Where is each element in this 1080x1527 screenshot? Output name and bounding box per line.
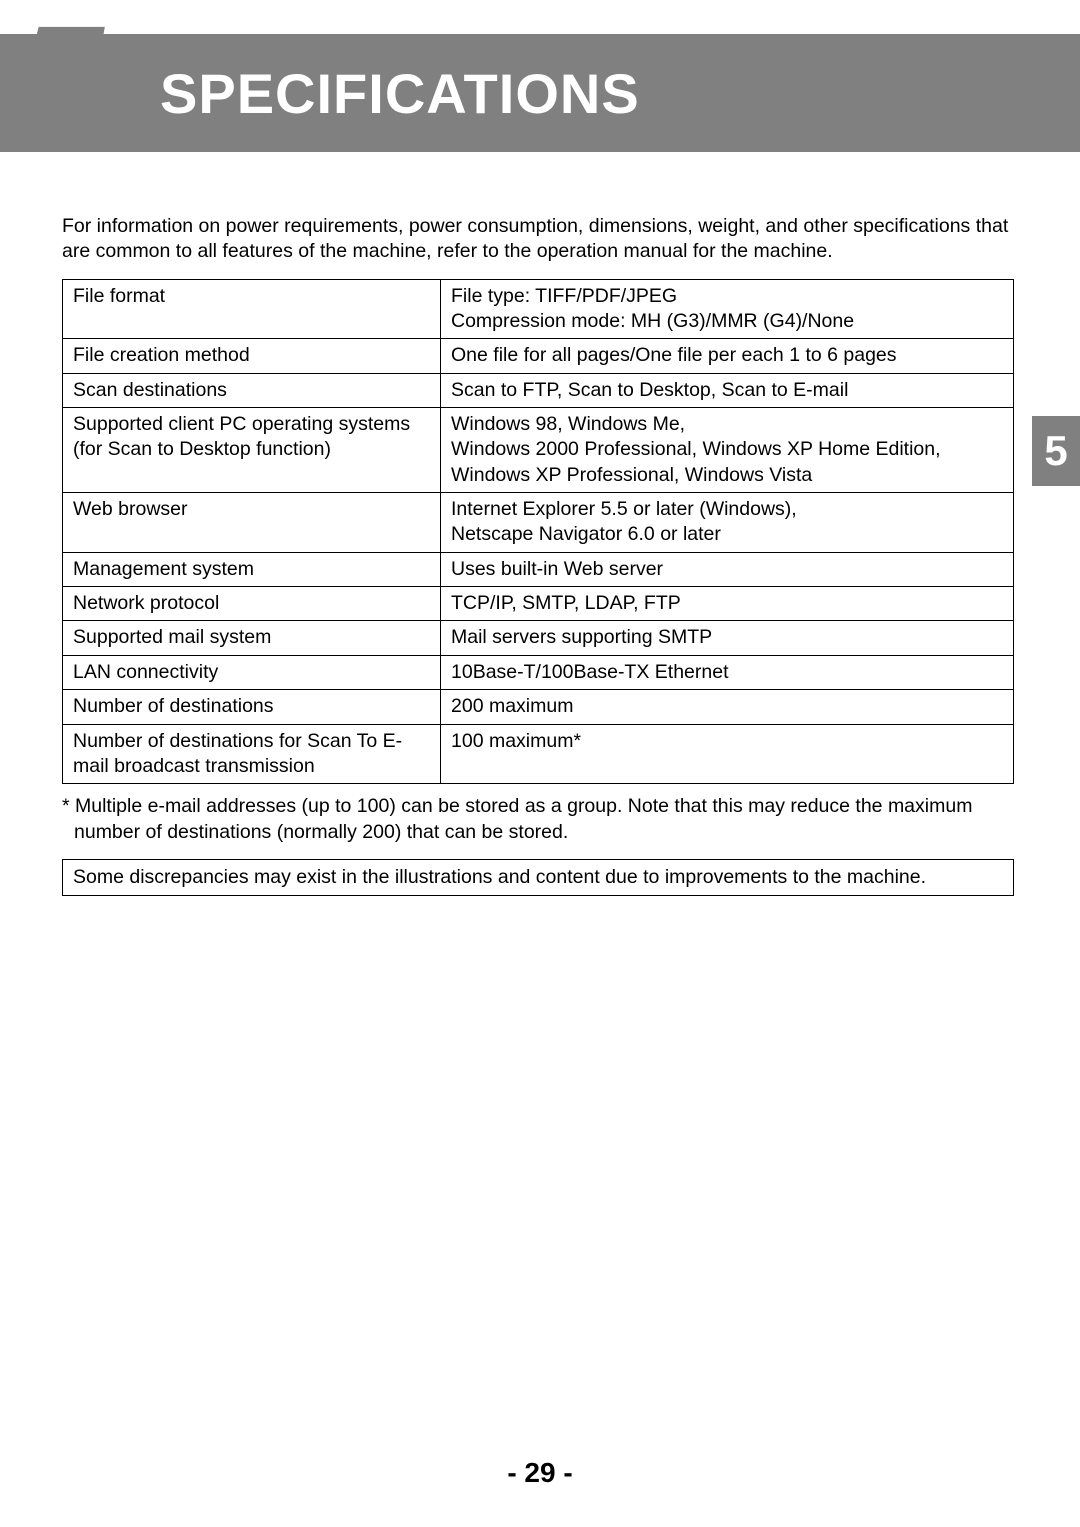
spec-label: Network protocol — [63, 587, 441, 621]
spec-label: Management system — [63, 552, 441, 586]
specifications-table: File formatFile type: TIFF/PDF/JPEG Comp… — [62, 279, 1014, 785]
spec-value: File type: TIFF/PDF/JPEG Compression mod… — [441, 279, 1014, 339]
spec-value: Internet Explorer 5.5 or later (Windows)… — [441, 493, 1014, 553]
spec-value: TCP/IP, SMTP, LDAP, FTP — [441, 587, 1014, 621]
table-row: Management systemUses built-in Web serve… — [63, 552, 1014, 586]
table-row: LAN connectivity10Base-T/100Base-TX Ethe… — [63, 655, 1014, 689]
table-row: File creation methodOne file for all pag… — [63, 339, 1014, 373]
note-box: Some discrepancies may exist in the illu… — [62, 859, 1014, 896]
table-body: File formatFile type: TIFF/PDF/JPEG Comp… — [63, 279, 1014, 784]
spec-label: Supported mail system — [63, 621, 441, 655]
table-row: File formatFile type: TIFF/PDF/JPEG Comp… — [63, 279, 1014, 339]
spec-label: File format — [63, 279, 441, 339]
spec-label: Number of destinations for Scan To E-mai… — [63, 724, 441, 784]
table-row: Number of destinations200 maximum — [63, 690, 1014, 724]
spec-value: One file for all pages/One file per each… — [441, 339, 1014, 373]
spec-label: File creation method — [63, 339, 441, 373]
side-tab: 5 — [1032, 416, 1080, 486]
spec-value: Scan to FTP, Scan to Desktop, Scan to E-… — [441, 373, 1014, 407]
spec-label: Number of destinations — [63, 690, 441, 724]
spec-value: 100 maximum* — [441, 724, 1014, 784]
page-number: - 29 - — [0, 1457, 1080, 1489]
table-row: Supported client PC operating systems (f… — [63, 408, 1014, 493]
table-row: Web browserInternet Explorer 5.5 or late… — [63, 493, 1014, 553]
chapter-number: 5 — [14, 0, 97, 174]
spec-value: Mail servers supporting SMTP — [441, 621, 1014, 655]
footnote-text: * Multiple e-mail addresses (up to 100) … — [62, 794, 1014, 845]
spec-value: Uses built-in Web server — [441, 552, 1014, 586]
spec-label: Supported client PC operating systems (f… — [63, 408, 441, 493]
chapter-header: SPECIFICATIONS — [0, 34, 1080, 152]
spec-label: Scan destinations — [63, 373, 441, 407]
table-row: Scan destinationsScan to FTP, Scan to De… — [63, 373, 1014, 407]
spec-label: Web browser — [63, 493, 441, 553]
table-row: Network protocolTCP/IP, SMTP, LDAP, FTP — [63, 587, 1014, 621]
table-row: Supported mail systemMail servers suppor… — [63, 621, 1014, 655]
content-area: For information on power requirements, p… — [62, 214, 1014, 896]
spec-value: Windows 98, Windows Me, Windows 2000 Pro… — [441, 408, 1014, 493]
spec-label: LAN connectivity — [63, 655, 441, 689]
intro-text: For information on power requirements, p… — [62, 214, 1014, 265]
table-row: Number of destinations for Scan To E-mai… — [63, 724, 1014, 784]
chapter-title: SPECIFICATIONS — [160, 61, 640, 126]
spec-value: 200 maximum — [441, 690, 1014, 724]
spec-value: 10Base-T/100Base-TX Ethernet — [441, 655, 1014, 689]
